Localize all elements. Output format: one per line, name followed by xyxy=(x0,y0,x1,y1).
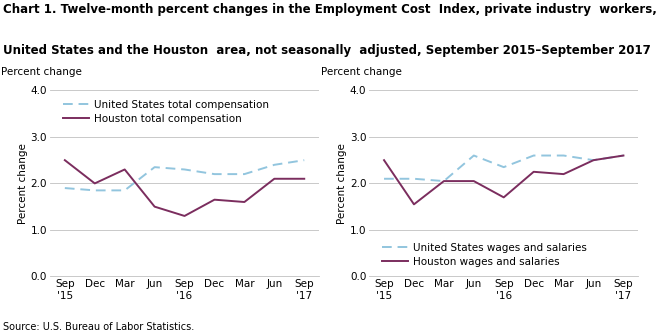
Text: Chart 1. Twelve-month percent changes in the Employment Cost  Index, private ind: Chart 1. Twelve-month percent changes in… xyxy=(3,3,657,16)
Text: United States and the Houston  area, not seasonally  adjusted, September 2015–Se: United States and the Houston area, not … xyxy=(3,44,651,57)
Y-axis label: Percent change: Percent change xyxy=(18,143,28,224)
Text: Percent change: Percent change xyxy=(1,67,82,77)
Text: Percent change: Percent change xyxy=(321,67,402,77)
Legend: United States total compensation, Houston total compensation: United States total compensation, Housto… xyxy=(61,97,271,126)
Legend: United States wages and salaries, Houston wages and salaries: United States wages and salaries, Housto… xyxy=(380,241,589,269)
Y-axis label: Percent change: Percent change xyxy=(337,143,347,224)
Text: Source: U.S. Bureau of Labor Statistics.: Source: U.S. Bureau of Labor Statistics. xyxy=(3,322,195,332)
